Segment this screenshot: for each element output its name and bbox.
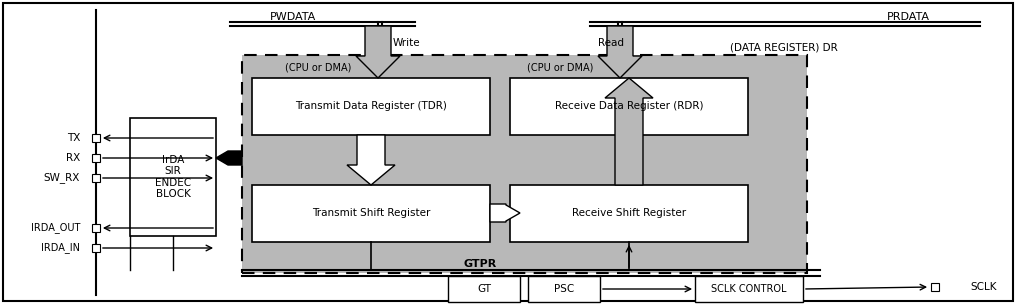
Text: Write: Write xyxy=(393,38,421,48)
Bar xyxy=(242,55,807,273)
Text: SCLK CONTROL: SCLK CONTROL xyxy=(711,284,787,294)
Polygon shape xyxy=(216,151,242,165)
Polygon shape xyxy=(347,135,395,185)
Bar xyxy=(92,134,100,142)
Text: Transmit Shift Register: Transmit Shift Register xyxy=(312,208,430,218)
Polygon shape xyxy=(356,26,400,78)
Text: PRDATA: PRDATA xyxy=(887,12,930,22)
Polygon shape xyxy=(605,78,653,185)
Polygon shape xyxy=(598,26,642,78)
Text: Receive Shift Register: Receive Shift Register xyxy=(572,208,686,218)
Bar xyxy=(92,174,100,182)
Text: (DATA REGISTER) DR: (DATA REGISTER) DR xyxy=(730,43,838,53)
Text: Receive Data Register (RDR): Receive Data Register (RDR) xyxy=(554,101,703,111)
Bar xyxy=(448,276,520,302)
Text: (CPU or DMA): (CPU or DMA) xyxy=(285,63,351,73)
Text: Transmit Data Register (TDR): Transmit Data Register (TDR) xyxy=(295,101,446,111)
Bar xyxy=(92,244,100,252)
Text: Read: Read xyxy=(598,38,624,48)
Text: GT: GT xyxy=(477,284,491,294)
Text: IRDA_IN: IRDA_IN xyxy=(41,243,80,254)
Text: GTPR: GTPR xyxy=(464,259,496,269)
Text: (CPU or DMA): (CPU or DMA) xyxy=(527,63,593,73)
Text: RX: RX xyxy=(66,153,80,163)
Bar xyxy=(528,276,600,302)
Bar xyxy=(252,185,490,242)
Bar xyxy=(510,78,747,135)
Bar xyxy=(92,224,100,232)
Bar xyxy=(92,154,100,162)
Bar xyxy=(695,276,803,302)
Bar xyxy=(252,78,490,135)
Text: IRDA_OUT: IRDA_OUT xyxy=(31,223,80,233)
Text: PWDATA: PWDATA xyxy=(270,12,316,22)
Bar xyxy=(931,283,939,291)
Text: TX: TX xyxy=(67,133,80,143)
Bar xyxy=(130,118,216,236)
Text: PSC: PSC xyxy=(554,284,575,294)
Text: SCLK: SCLK xyxy=(970,282,997,292)
Polygon shape xyxy=(490,204,520,222)
Bar xyxy=(510,185,747,242)
Text: SW_RX: SW_RX xyxy=(44,173,80,183)
Text: IrDA
SIR
ENDEC
BLOCK: IrDA SIR ENDEC BLOCK xyxy=(155,155,191,199)
